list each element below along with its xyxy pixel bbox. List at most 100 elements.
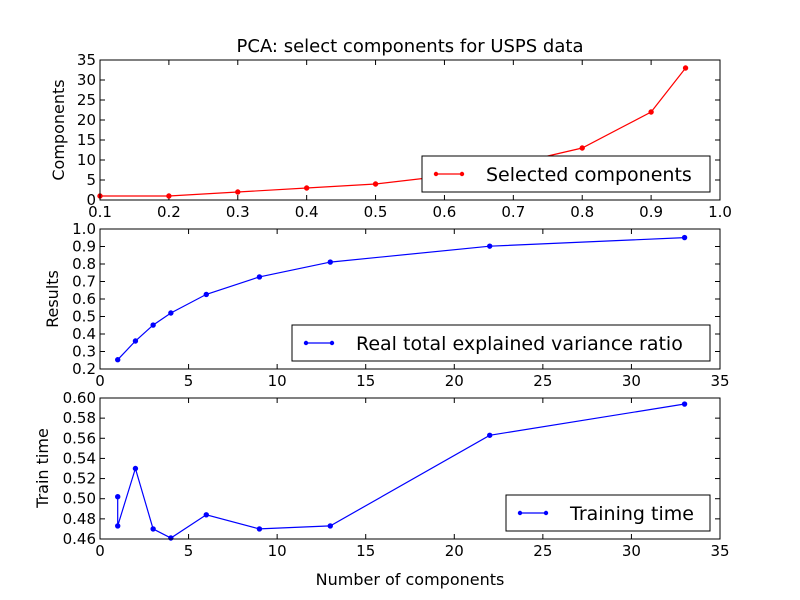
data-point	[150, 526, 156, 532]
legend-label: Training time	[569, 503, 694, 525]
panel-3-xlabel: Number of components	[316, 570, 505, 589]
y-tick-label: 0.60	[63, 389, 96, 407]
data-point	[487, 243, 493, 249]
y-tick-label: 1.0	[72, 220, 96, 238]
series-line	[117, 403, 685, 539]
x-tick-label: 0.6	[433, 203, 457, 221]
data-point	[487, 432, 493, 438]
x-tick-label: 15	[356, 542, 375, 560]
x-tick-label: 25	[533, 372, 552, 390]
x-tick-label: 0	[95, 542, 105, 560]
y-tick-label: 0.48	[63, 510, 96, 528]
y-tick-label: 5	[86, 171, 96, 189]
x-tick-label: 0.4	[295, 203, 319, 221]
panel-1-frame	[99, 59, 721, 201]
data-point	[168, 310, 174, 316]
data-point	[115, 523, 121, 529]
x-tick-label: 20	[445, 542, 464, 560]
x-tick-label: 1.0	[708, 203, 732, 221]
x-tick-label: 35	[710, 372, 729, 390]
x-tick-label: 30	[622, 542, 641, 560]
data-point	[579, 145, 585, 151]
legend-marker	[517, 510, 523, 516]
data-point	[682, 65, 689, 71]
data-point	[681, 234, 688, 241]
x-tick-label: 0.9	[639, 203, 663, 221]
x-tick-label: 15	[356, 372, 375, 390]
legend-marker	[543, 510, 549, 516]
y-tick-label: 0.52	[63, 470, 96, 488]
panel-3-ylabel: Train time	[33, 428, 52, 509]
legend-marker	[303, 340, 309, 346]
data-point	[203, 291, 209, 298]
y-tick-label: 0.6	[72, 290, 96, 308]
y-tick-label: 20	[77, 111, 96, 129]
y-tick-label: 0.46	[63, 530, 96, 548]
chart-title: PCA: select components for USPS data	[237, 36, 584, 57]
data-point	[256, 274, 263, 280]
data-point	[681, 401, 688, 407]
panel-2-frame	[99, 228, 721, 370]
data-point	[132, 338, 139, 344]
data-point	[150, 322, 156, 328]
panel-3-plot: 0 5 10 15 20 25 30 35 0.46 0.48 0.50 0.52 0.54 0.56 0.…	[63, 389, 730, 560]
legend-marker	[433, 171, 439, 177]
legend-box	[291, 324, 711, 362]
y-tick-label: 0.2	[72, 360, 96, 378]
data-point	[115, 494, 121, 500]
legend-box	[421, 155, 711, 193]
x-tick-label: 0	[95, 372, 105, 390]
x-tick-label: 0.8	[570, 203, 594, 221]
data-point	[168, 535, 174, 541]
panel-3-frame	[99, 397, 721, 540]
panel-1-ylabel: Components	[49, 79, 68, 180]
panel-selected-components: 0.1 0.2 0.3 0.4 0.5 0.6 0.7 0.8 0.9 1.0 0 5 10 15 20 25…	[49, 51, 732, 221]
x-tick-label: 20	[445, 372, 464, 390]
panel-1-plot: 0.1 0.2 0.3 0.4 0.5 0.6 0.7 0.8 0.9 1.0 0 5 10 15 20 25…	[77, 51, 732, 221]
y-tick-label: 10	[77, 151, 96, 169]
data-point	[166, 193, 172, 199]
y-tick-label: 0	[86, 191, 96, 209]
y-tick-label: 0.7	[72, 273, 96, 291]
x-tick-label: 0.2	[157, 203, 181, 221]
x-tick-label: 0.1	[88, 203, 112, 221]
x-tick-label: 30	[622, 372, 641, 390]
data-point	[132, 465, 139, 472]
x-tick-label: 10	[268, 542, 287, 560]
x-tick-label: 0.5	[364, 203, 388, 221]
data-point	[203, 512, 209, 518]
data-point	[372, 181, 379, 187]
y-tick-label: 0.50	[63, 490, 96, 508]
panel-explained-variance: 0 5 10 15 20 25 30 35 0.20.30.40.50.60.70.80.91.…	[43, 220, 730, 390]
y-tick-label: 25	[77, 91, 96, 109]
y-tick-label: 15	[77, 131, 96, 149]
panel-2-ylabel: Results	[43, 270, 62, 328]
data-point	[648, 109, 654, 115]
legend-label: Selected components	[486, 164, 692, 186]
x-tick-label: 5	[184, 542, 194, 560]
x-tick-label: 25	[533, 542, 552, 560]
legend-marker	[329, 340, 335, 346]
x-tick-label: 10	[268, 372, 287, 390]
x-tick-label: 0.3	[226, 203, 250, 221]
data-point	[327, 523, 333, 529]
data-point	[256, 526, 263, 532]
y-tick-label: 0.9	[72, 238, 96, 256]
data-point	[327, 259, 333, 265]
y-tick-label: 0.56	[63, 429, 96, 447]
legend-label: Real total explained variance ratio	[356, 333, 683, 355]
y-tick-label: 0.3	[72, 343, 96, 361]
data-point	[303, 185, 310, 191]
series-line	[100, 67, 687, 197]
y-tick-label: 0.4	[72, 325, 96, 343]
x-tick-label: 0.7	[501, 203, 525, 221]
y-tick-label: 30	[77, 71, 96, 89]
y-tick-label: 0.54	[63, 449, 96, 467]
y-tick-label: 35	[77, 51, 96, 69]
y-tick-label: 0.8	[72, 255, 96, 273]
panel-training-time: 0 5 10 15 20 25 30 35 0.46 0.48 0.50 0.52 0.54 0.56 0.…	[33, 389, 730, 589]
x-tick-label: 35	[710, 542, 729, 560]
data-point	[115, 357, 121, 363]
legend-marker	[459, 171, 465, 177]
